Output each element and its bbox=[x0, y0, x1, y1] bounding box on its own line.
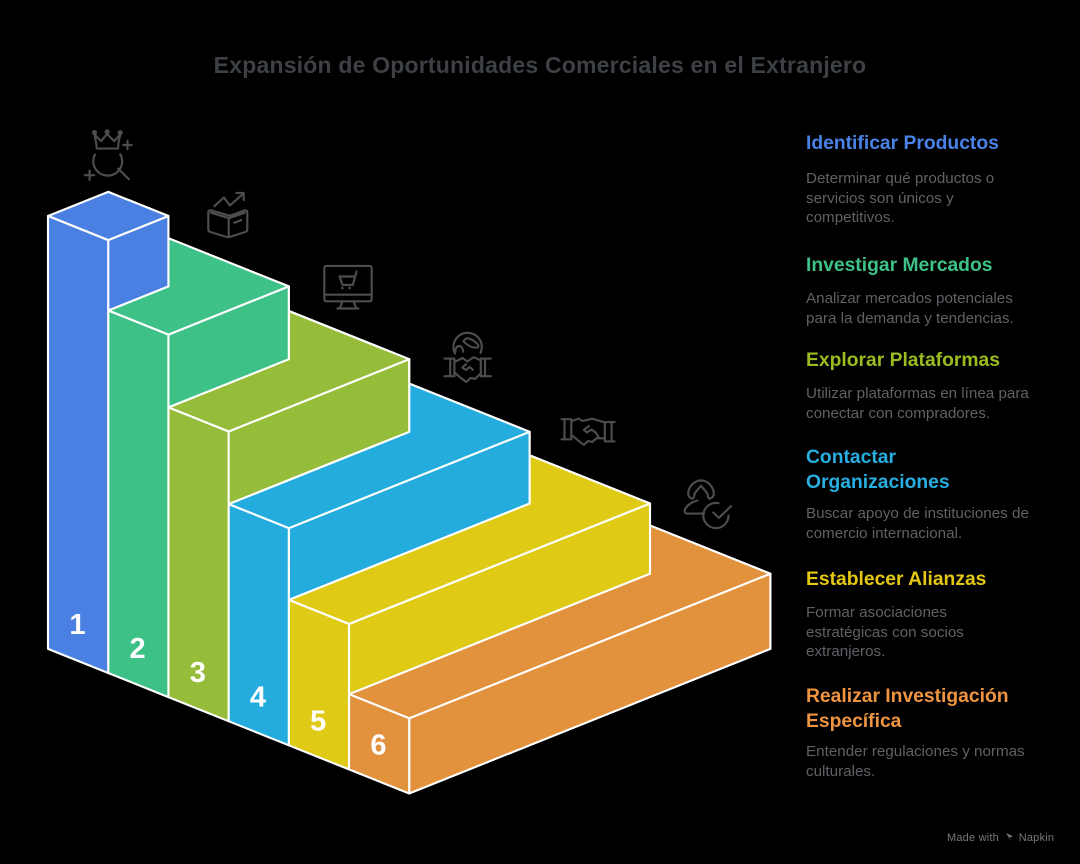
svg-text:6: 6 bbox=[370, 730, 386, 762]
svg-text:4: 4 bbox=[250, 681, 266, 713]
svg-text:5: 5 bbox=[310, 705, 326, 737]
svg-text:1: 1 bbox=[69, 609, 85, 641]
svg-text:3: 3 bbox=[190, 657, 206, 689]
svg-text:2: 2 bbox=[130, 633, 146, 665]
